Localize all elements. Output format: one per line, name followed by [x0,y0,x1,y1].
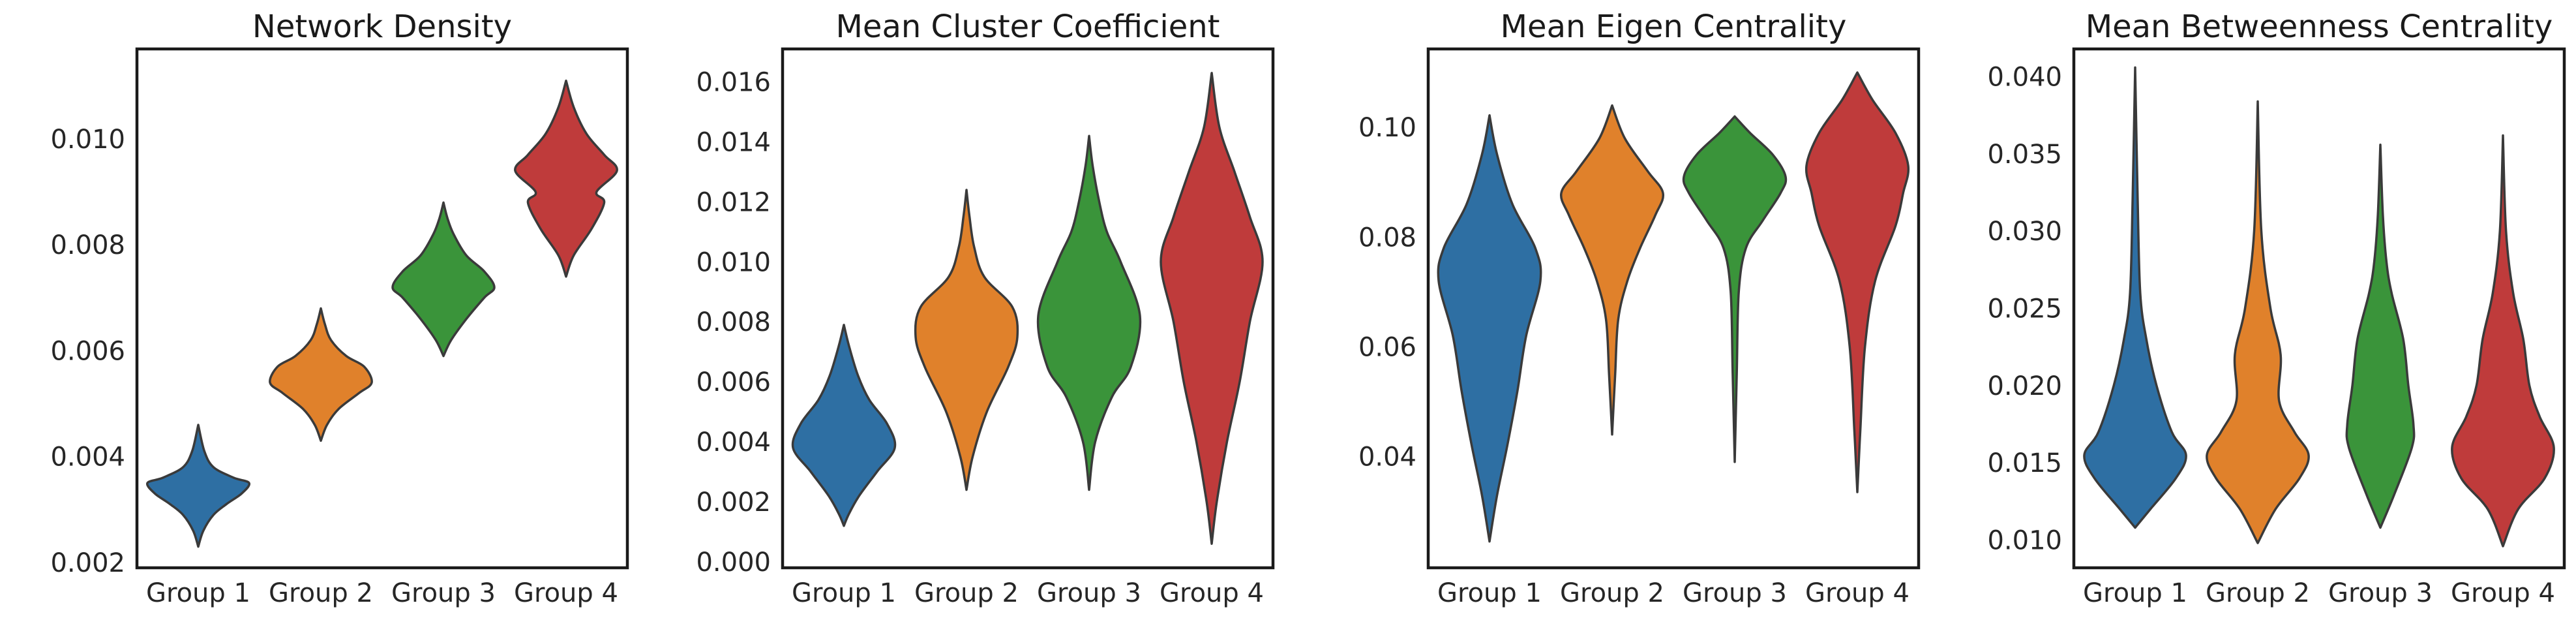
violin-group-3 [2345,143,2416,529]
x-tick-label: Group 3 [391,578,496,608]
x-tick-label: Group 4 [514,578,618,608]
y-tick-label: 0.10 [1358,113,1416,143]
violin-group-3 [1682,115,1788,463]
y-tick-label: 0.06 [1358,332,1416,362]
y-tick-label: 0.004 [696,427,771,457]
x-tick-label: Group 4 [1805,578,1910,608]
y-tick-label: 0.008 [50,230,125,260]
y-tick-label: 0.010 [696,247,771,277]
violin-group-1 [2083,66,2187,529]
y-tick-label: 0.012 [696,187,771,217]
x-tick-label: Group 4 [2451,578,2555,608]
violin-group-4 [514,79,618,278]
y-tick-label: 0.000 [696,548,771,578]
y-tick-label: 0.008 [696,307,771,337]
violin-group-4 [2451,134,2555,548]
y-tick-label: 0.04 [1358,442,1416,472]
x-tick-label: Group 1 [2083,578,2187,608]
x-tick-label: Group 3 [1683,578,1787,608]
x-tick-label: Group 2 [2206,578,2310,608]
violin-group-2 [1559,104,1665,436]
violin-group-2 [269,307,373,442]
y-tick-label: 0.006 [696,367,771,397]
violin-group-3 [1036,134,1142,491]
x-tick-label: Group 3 [2328,578,2433,608]
x-tick-label: Group 1 [1437,578,1542,608]
panel-4: Mean Betweenness Centrality 0.010 0.015 0.0… [1987,8,2566,608]
plot-frame [1426,47,1921,570]
violin-group-3 [391,201,496,358]
x-tick-label: Group 4 [1160,578,1264,608]
x-tick-label: Group 2 [914,578,1019,608]
y-tick-label: 0.010 [50,125,125,155]
panel-3: Mean Eigen Centrality 0.04 0.06 0.08 0.10 Gro… [1358,8,1921,608]
plot-frame [781,47,1275,570]
y-tick-label: 0.014 [696,127,771,157]
y-tick-label: 0.006 [50,336,125,366]
y-tick-label: 0.020 [1987,371,2062,401]
panel-1: Network Density 0.002 0.004 0.006 0.008 0.010… [50,8,629,608]
y-tick-label: 0.015 [1987,448,2062,478]
violin-group-1 [145,424,251,548]
violin-group-2 [2206,100,2310,544]
panel-title: Mean Cluster Coefficient [836,8,1220,45]
x-tick-label: Group 3 [1037,578,1141,608]
y-tick-label: 0.016 [696,68,771,98]
plot-frame [2072,47,2566,570]
y-tick-label: 0.004 [50,442,125,473]
violin-group-1 [791,324,897,527]
y-tick-label: 0.010 [1987,525,2062,555]
panel-2: Mean Cluster Coefficient 0.000 0.002 0.004 0… [696,8,1275,608]
y-tick-label: 0.002 [696,488,771,518]
panel-title: Mean Eigen Centrality [1501,8,1847,45]
y-tick-label: 0.030 [1987,217,2062,247]
panel-title: Mean Betweenness Centrality [2086,8,2553,45]
plot-frame [135,47,629,570]
panel-title: Network Density [252,8,512,45]
violin-group-4 [1160,72,1264,545]
y-tick-label: 0.025 [1987,294,2062,324]
violin-group-4 [1805,71,1910,493]
x-tick-label: Group 2 [1560,578,1664,608]
violin-group-2 [914,189,1019,491]
y-tick-label: 0.002 [50,548,125,578]
x-tick-label: Group 1 [792,578,896,608]
x-tick-label: Group 1 [146,578,250,608]
violin-group-1 [1437,114,1542,543]
y-tick-label: 0.08 [1358,223,1416,253]
x-tick-label: Group 2 [269,578,373,608]
y-tick-label: 0.035 [1987,140,2062,170]
y-tick-label: 0.040 [1987,63,2062,93]
